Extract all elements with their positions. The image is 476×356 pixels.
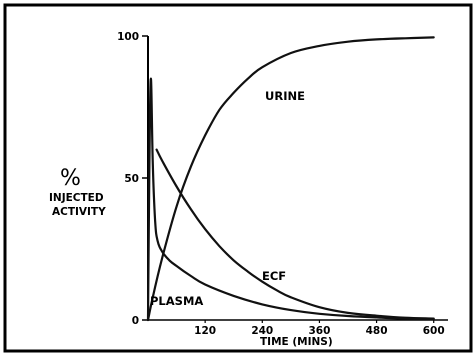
series-plasma-line [146, 77, 435, 322]
x-tick-label: 240 [251, 325, 273, 337]
series-ecf-line [155, 148, 435, 320]
x-tick-label: 360 [308, 325, 330, 337]
text-labels: % INJECTED ACTIVITY TIME (MINS) 100 50 0 12… [49, 31, 445, 348]
x-tick-label: 480 [366, 325, 388, 337]
ylabel-line-1: INJECTED [49, 192, 104, 204]
series-ecf-label: ECF [262, 269, 286, 283]
series-urine-label: URINE [265, 89, 305, 103]
ylabel-percent-symbol: % [60, 166, 81, 191]
series-plasma-label: PLASMA [150, 294, 203, 308]
x-tick-label: 600 [423, 325, 445, 337]
x-tick-label: 120 [194, 325, 216, 337]
x-axis-title: TIME (MINS) [260, 336, 333, 348]
y-tick-label: 0 [132, 315, 139, 327]
tick-marks [142, 35, 435, 323]
chart-frame [3, 3, 473, 353]
data-curves [146, 36, 435, 322]
y-tick-label: 50 [124, 173, 139, 185]
y-tick-label: 100 [117, 31, 139, 43]
ylabel-line-2: ACTIVITY [52, 206, 106, 218]
series-urine-line [146, 36, 435, 322]
